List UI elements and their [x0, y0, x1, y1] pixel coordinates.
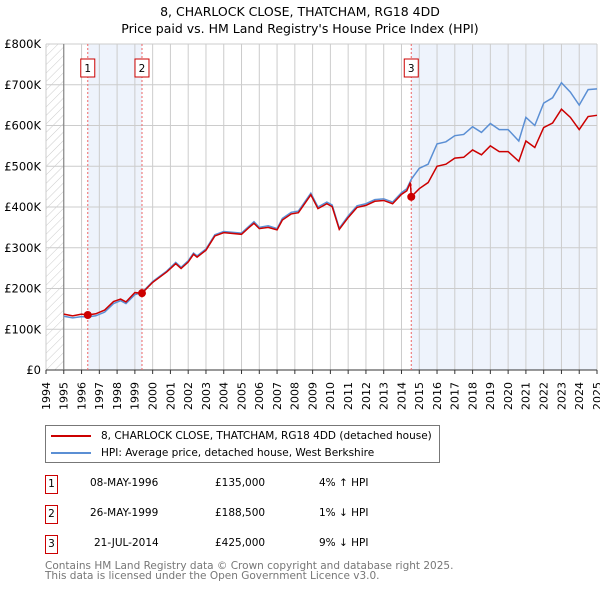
x-tick-label: 2002: [182, 382, 195, 410]
x-tick-label: 2009: [306, 382, 319, 410]
sale-point: [407, 192, 416, 201]
y-tick-label: £700K: [4, 78, 41, 92]
footer: Contains HM Land Registry data © Crown c…: [45, 560, 454, 582]
transaction-price: £425,000: [215, 537, 266, 549]
x-tick-label: 1995: [58, 382, 71, 410]
sale-badge: [80, 58, 96, 78]
legend: 8, CHARLOCK CLOSE, THATCHAM, RG18 4DD (d…: [45, 425, 440, 463]
x-tick-label: 2015: [413, 382, 426, 410]
x-tick-label: 1996: [75, 382, 88, 410]
x-tick-label: 2017: [449, 382, 462, 410]
transaction-hpi-diff: 4% ↑ HPI: [319, 477, 369, 489]
legend-swatch-hpi: [51, 452, 91, 454]
y-tick-label: £300K: [4, 241, 41, 255]
y-tick-label: £100K: [4, 322, 41, 336]
price-chart: 1994 1995 1996 1997 1998 1999 2000 2001 2002 2003…: [4, 37, 600, 410]
x-tick-label: 2014: [395, 382, 408, 410]
x-tick-label: 2018: [466, 382, 479, 410]
legend-swatch-property: [51, 435, 91, 437]
sale-badge-label: 1: [84, 63, 91, 75]
footer-copyright: Contains HM Land Registry data © Crown c…: [45, 560, 454, 572]
x-tick-label: 2006: [253, 382, 266, 410]
y-tick-label: £0: [26, 363, 41, 377]
x-tick-label: 2004: [218, 382, 231, 410]
transaction-date: 26-MAY-1999: [90, 507, 159, 519]
x-tick-label: 2024: [573, 382, 586, 410]
x-tick-label: 2001: [164, 382, 177, 410]
transaction-price: £135,000: [215, 477, 266, 489]
x-tick-label: 1998: [111, 382, 124, 410]
x-tick-label: 2011: [342, 382, 355, 410]
transaction-price: £188,500: [215, 507, 266, 519]
legend-item-property: 8, CHARLOCK CLOSE, THATCHAM, RG18 4DD (d…: [46, 428, 432, 444]
legend-label-property: 8, CHARLOCK CLOSE, THATCHAM, RG18 4DD (d…: [101, 430, 432, 442]
x-tick-label: 2013: [378, 382, 391, 410]
x-tick-label: 2022: [538, 382, 551, 410]
x-tick-label: 1999: [129, 382, 142, 410]
transaction-badge: 3: [45, 535, 58, 554]
property-price-line: [63, 108, 598, 317]
transaction-badge: 1: [45, 475, 58, 494]
legend-label-hpi: HPI: Average price, detached house, West…: [101, 447, 375, 459]
x-tick-label: 2023: [555, 382, 568, 410]
x-tick-label: 2012: [360, 382, 373, 410]
legend-item-hpi: HPI: Average price, detached house, West…: [46, 445, 374, 461]
chart-title: 8, CHARLOCK CLOSE, THATCHAM, RG18 4DD: [160, 4, 440, 19]
x-tick-label: 1997: [93, 382, 106, 410]
x-tick-label: 2019: [484, 382, 497, 410]
x-tick-label: 2000: [146, 382, 159, 410]
y-tick-label: £600K: [4, 119, 41, 133]
x-tick-label: 2021: [520, 382, 533, 410]
chart-subtitle: Price paid vs. HM Land Registry's House …: [121, 21, 479, 36]
x-tick-label: 2020: [502, 382, 515, 410]
x-tick-label: 2016: [431, 382, 444, 410]
transaction-badge: 2: [45, 505, 58, 524]
transaction-hpi-diff: 9% ↓ HPI: [319, 537, 369, 549]
y-tick-label: £400K: [4, 200, 41, 214]
x-tick-label: 2003: [200, 382, 213, 410]
transaction-hpi-diff: 1% ↓ HPI: [319, 507, 369, 519]
sale-point: [83, 310, 92, 319]
transaction-date: 21-JUL-2014: [94, 537, 159, 549]
y-tick-label: £800K: [4, 37, 41, 51]
x-tick-label: 2025: [591, 382, 600, 410]
x-tick-label: 2010: [324, 382, 337, 410]
sale-point: [137, 289, 146, 298]
sale-badge: [403, 58, 419, 78]
sale-badge-label: 3: [408, 63, 415, 75]
sale-badge: [134, 58, 150, 78]
sale-badge-label: 2: [139, 63, 146, 75]
x-tick-label: 1994: [40, 382, 53, 410]
transaction-date: 08-MAY-1996: [90, 477, 159, 489]
y-tick-label: £500K: [4, 159, 41, 173]
x-tick-label: 2007: [271, 382, 284, 410]
y-tick-label: £200K: [4, 282, 41, 296]
x-tick-label: 2008: [289, 382, 302, 410]
x-tick-label: 2005: [235, 382, 248, 410]
footer-licence: This data is licensed under the Open Gov…: [45, 570, 380, 582]
